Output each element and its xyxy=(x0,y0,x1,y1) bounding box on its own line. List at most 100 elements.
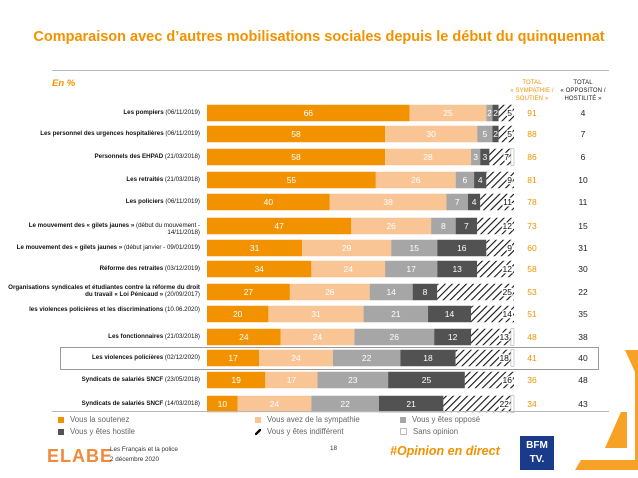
bar-value-5-row-8: 12 xyxy=(503,264,513,274)
total-sympathie-row-1: 91 xyxy=(527,108,537,118)
bar-value-1-row-8: 34 xyxy=(254,264,264,274)
row-label-date: (06/11/2019) xyxy=(163,109,200,116)
bar-value-4-row-10: 14 xyxy=(445,309,455,319)
row-label-date: (06/11/2019) xyxy=(163,130,200,137)
legend-swatch xyxy=(400,428,407,436)
legend-label: Vous la soutenez xyxy=(70,415,130,424)
row-label-name: Le mouvement des « gilets jaunes » xyxy=(28,222,135,229)
bar-value-1-row-14: 10 xyxy=(218,399,228,409)
bar-value-1-row-2: 58 xyxy=(291,129,301,139)
total-sympathie-row-7: 60 xyxy=(527,243,537,253)
row-label-name: Les pompiers xyxy=(123,109,164,116)
bar-value-1-row-6: 47 xyxy=(274,221,284,231)
bar-value-1-row-4: 55 xyxy=(287,175,297,185)
bar-value-2-row-13: 17 xyxy=(287,375,297,385)
bar-value-4-row-14: 21 xyxy=(406,399,416,409)
bar-value-3-row-4: 6 xyxy=(463,175,468,185)
bar-segment-3-row-11 xyxy=(354,328,435,346)
col-header-total-opposition: TOTAL « OPPOSITON / HOSTILITÉ » xyxy=(560,80,606,102)
bar-segment-4-row-12 xyxy=(400,349,456,367)
bar-segment-4-row-14 xyxy=(378,395,444,413)
row-label-11: Les fonctionnaires (21/03/2018) xyxy=(0,333,200,340)
total-opposition-row-13: 48 xyxy=(578,375,588,385)
total-sympathie-row-9: 53 xyxy=(527,287,537,297)
bar-value-5-row-7: 9 xyxy=(507,243,512,253)
footer-line-2: 2 décembre 2020 xyxy=(110,455,160,463)
bar-segment-1-row-9 xyxy=(207,283,290,301)
bar-segment-4-row-8 xyxy=(437,260,478,278)
row-label-date: (23/05/2018) xyxy=(163,376,200,383)
bar-segment-4-row-5 xyxy=(467,193,481,211)
elabe-a-logo xyxy=(575,350,638,470)
legend-item-sympathie: Vous avez de la sympathie xyxy=(255,415,360,424)
legend-swatch xyxy=(400,416,406,423)
bar-value-2-row-2: 30 xyxy=(426,129,436,139)
bar-segment-1-row-2 xyxy=(207,125,386,143)
elabe-logo: ELABE xyxy=(47,446,114,466)
bar-segment-5-row-6 xyxy=(477,217,514,235)
bar-segment-1-row-6 xyxy=(207,217,352,235)
bar-segment-1-row-8 xyxy=(207,260,312,278)
total-sympathie-row-13: 36 xyxy=(527,375,537,385)
bar-value-3-row-3: 3 xyxy=(473,152,478,162)
row-label-date: (début du mouvement - 14/11/2018) xyxy=(134,222,200,237)
bar-value-3-row-14: 22 xyxy=(340,399,350,409)
bar-value-5-row-10: 14 xyxy=(503,309,513,319)
bar-value-5-row-9: 25 xyxy=(503,287,513,297)
bar-segment-5-row-12 xyxy=(455,349,511,367)
bar-value-2-row-9: 26 xyxy=(325,287,335,297)
row-label-5: Les policiers (06/11/2019) xyxy=(0,198,200,205)
row-label-name: Organisations syndicales et étudiantes c… xyxy=(8,284,200,299)
legend-label: Sans opinion xyxy=(413,427,459,436)
bar-segment-5-row-13 xyxy=(464,371,514,389)
bar-segment-1-row-10 xyxy=(207,305,269,323)
legend-swatch xyxy=(255,428,261,435)
bar-value-3-row-2: 5 xyxy=(482,129,487,139)
bar-segment-5-row-5 xyxy=(480,193,514,211)
bar-segment-2-row-3 xyxy=(385,148,472,166)
bar-value-4-row-2: 2 xyxy=(493,129,498,139)
row-label-date: (20/09/2017) xyxy=(163,291,200,299)
bar-segment-3-row-5 xyxy=(446,193,468,211)
row-label-date: (21/03/2018) xyxy=(163,153,200,160)
total-sympathie-row-10: 51 xyxy=(527,309,537,319)
total-sympathie-row-6: 73 xyxy=(527,221,537,231)
bar-value-2-row-10: 31 xyxy=(311,309,321,319)
bar-segment-3-row-10 xyxy=(363,305,429,323)
bar-value-5-row-2: 5 xyxy=(507,129,512,139)
chart-title: Comparaison avec d’autres mobilisations … xyxy=(33,29,605,45)
bar-segment-3-row-6 xyxy=(431,217,456,235)
bar-value-4-row-5: 4 xyxy=(472,197,477,207)
bar-segment-2-row-8 xyxy=(311,260,386,278)
bar-segment-2-row-7 xyxy=(302,239,392,257)
col-header-total-sympathie: TOTAL « SYMPATHIE / SOUTIEN » xyxy=(510,80,554,102)
bar-value-3-row-10: 21 xyxy=(391,309,401,319)
bar-segment-6-row-12 xyxy=(510,349,515,367)
bar-segment-1-row-13 xyxy=(207,371,266,389)
total-opposition-row-12: 40 xyxy=(578,353,588,363)
row-label-7: Le mouvement des « gilets jaunes » (débu… xyxy=(0,244,200,251)
bar-segment-5-row-2 xyxy=(498,125,514,143)
bar-value-4-row-3: 3 xyxy=(482,152,487,162)
bar-value-4-row-1: 2 xyxy=(493,108,498,118)
bar-segment-5-row-8 xyxy=(477,260,514,278)
bar-segment-5-row-14 xyxy=(443,395,511,413)
header-divider xyxy=(52,70,609,71)
bar-segment-2-row-11 xyxy=(280,328,355,346)
bar-value-5-row-14: 22 xyxy=(499,399,509,409)
bar-value-4-row-7: 16 xyxy=(457,243,467,253)
footer-divider xyxy=(52,411,609,412)
bar-segment-3-row-7 xyxy=(391,239,438,257)
bar-value-2-row-14: 24 xyxy=(270,399,280,409)
row-label-name: Réforme des retraites xyxy=(99,265,164,272)
unit-label: En % xyxy=(52,78,76,89)
bar-segment-5-row-1 xyxy=(498,104,514,122)
row-label-14: Syndicats de salariés SNCF (14/03/2018) xyxy=(0,400,200,407)
bar-value-3-row-12: 22 xyxy=(362,353,372,363)
bar-value-3-row-13: 23 xyxy=(348,375,358,385)
bar-segment-4-row-9 xyxy=(412,283,438,301)
bar-segment-1-row-3 xyxy=(207,148,386,166)
row-label-name: Le mouvement des « gilets jaunes » xyxy=(16,244,123,251)
row-label-name: Les retraités xyxy=(126,176,164,183)
bar-value-1-row-7: 31 xyxy=(250,243,260,253)
